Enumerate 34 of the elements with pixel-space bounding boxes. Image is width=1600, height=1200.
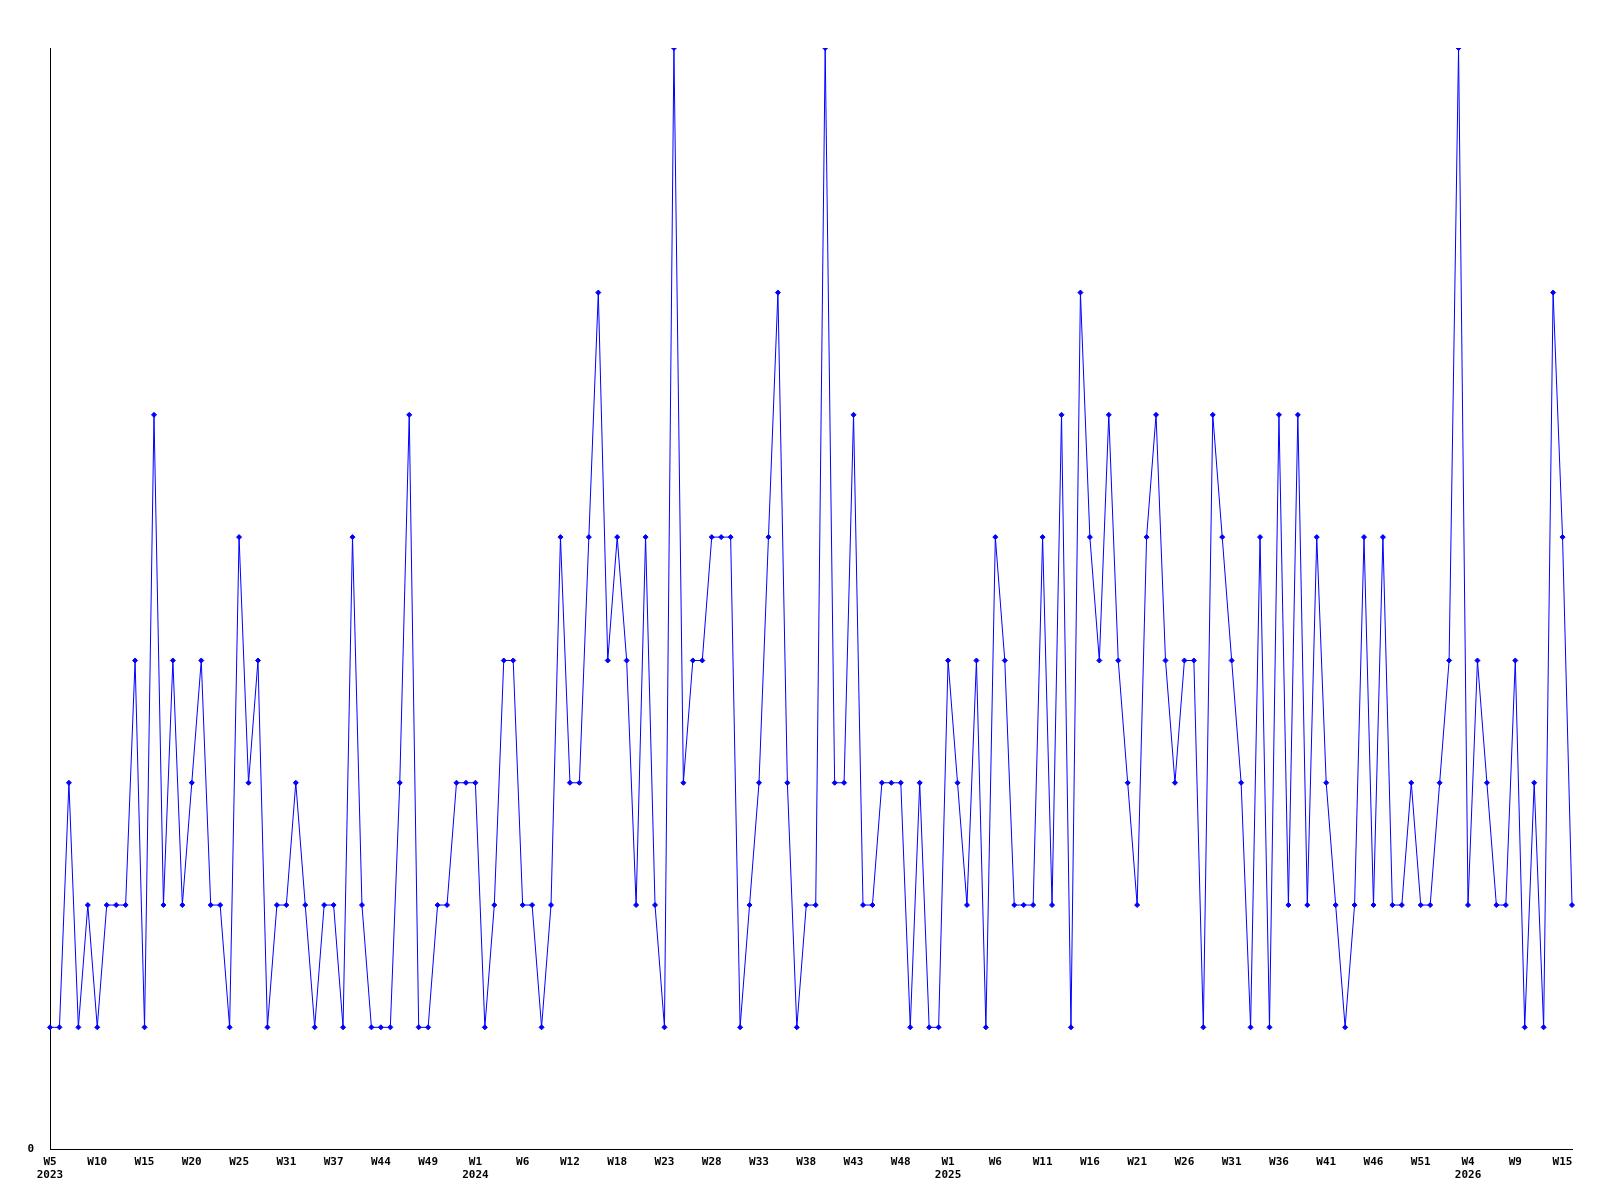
x-tick-label: W28 bbox=[701, 1155, 722, 1169]
x-tick-label: W18 bbox=[607, 1155, 628, 1169]
x-tick-label: W20 bbox=[181, 1155, 202, 1169]
x-tick-label: W48 bbox=[890, 1155, 911, 1169]
x-tick-label: W9 bbox=[1508, 1155, 1522, 1169]
x-tick-label: W4 2026 bbox=[1454, 1155, 1482, 1182]
x-tick-label: W37 bbox=[323, 1155, 344, 1169]
x-tick-label: W38 bbox=[796, 1155, 817, 1169]
x-tick-label: W31 bbox=[276, 1155, 297, 1169]
x-tick-label: W6 bbox=[988, 1155, 1003, 1169]
x-tick-label: W46 bbox=[1363, 1155, 1384, 1169]
x-tick-label: W51 bbox=[1410, 1155, 1432, 1169]
text: 0 bbox=[27, 1142, 34, 1156]
x-tick-label: W33 bbox=[749, 1155, 769, 1169]
x-tick-label: W49 bbox=[418, 1155, 439, 1169]
x-tick-label: W15 bbox=[1552, 1155, 1573, 1169]
x-tick-label: W1 2025 bbox=[934, 1155, 962, 1182]
x-tick-label: W6 bbox=[516, 1155, 530, 1169]
x-tick-label: W10 bbox=[87, 1155, 108, 1169]
x-tick-label: W41 bbox=[1316, 1155, 1337, 1169]
x-tick-label: W36 bbox=[1269, 1155, 1290, 1169]
x-tick-label: W31 bbox=[1221, 1155, 1242, 1169]
x-tick-label: W25 bbox=[229, 1155, 250, 1169]
x-tick-label: W44 bbox=[370, 1155, 392, 1169]
x-tick-label: W5 2023 bbox=[36, 1155, 64, 1182]
x-tick-label: W16 bbox=[1079, 1155, 1101, 1169]
x-tick-label: W26 bbox=[1174, 1155, 1195, 1169]
x-tick-label: W11 bbox=[1032, 1155, 1053, 1169]
x-tick-label: W43 bbox=[843, 1155, 864, 1169]
x-tick-label: W12 bbox=[560, 1155, 580, 1169]
x-tick-label: W21 bbox=[1127, 1155, 1148, 1169]
x-tick-label: W15 bbox=[134, 1155, 155, 1169]
x-tick-label: W1 2024 bbox=[462, 1155, 490, 1182]
x-tick-label: W23 bbox=[654, 1155, 675, 1169]
